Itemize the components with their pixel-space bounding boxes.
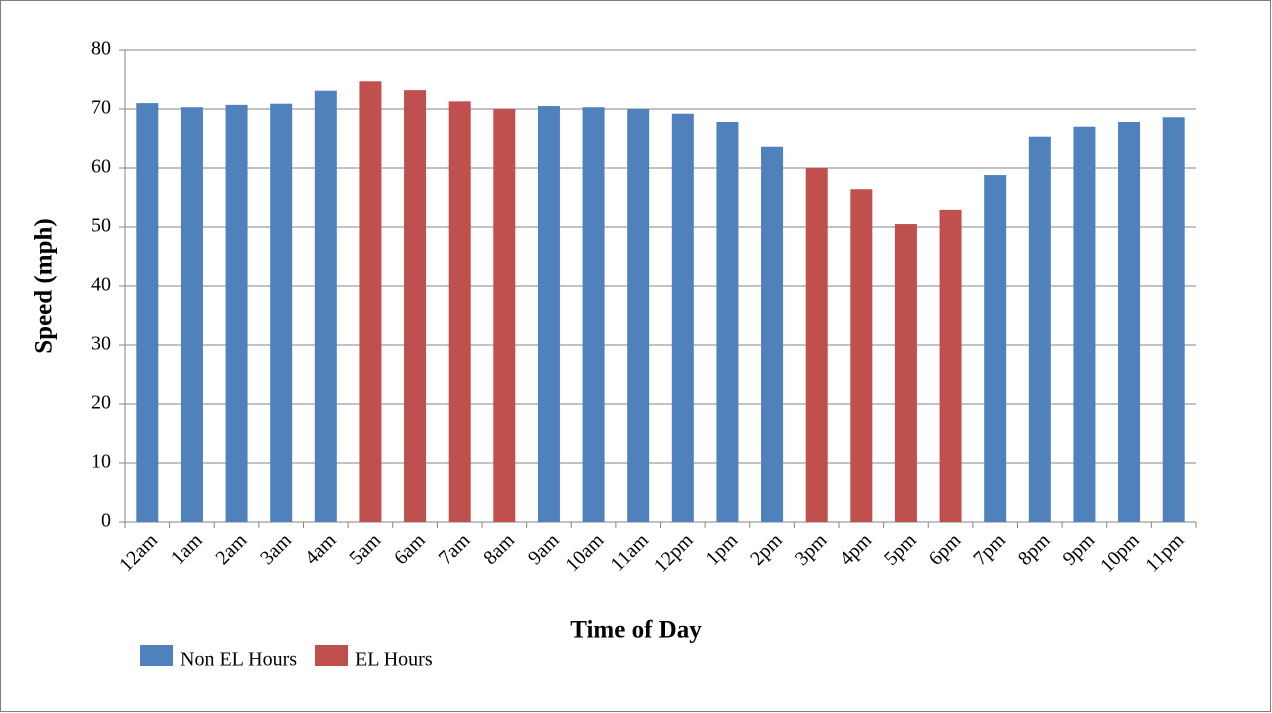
- y-tick-label: 40: [91, 274, 111, 296]
- bar: [225, 104, 248, 523]
- bar: [627, 109, 650, 522]
- bar: [136, 103, 159, 522]
- bar: [314, 90, 337, 523]
- legend-label: EL Hours: [355, 649, 433, 671]
- y-tick-label: 30: [91, 333, 111, 355]
- bar: [1118, 121, 1141, 522]
- y-tick-label: 20: [91, 392, 111, 414]
- y-tick-label: 50: [91, 215, 111, 237]
- bar: [493, 109, 516, 522]
- bar: [894, 224, 917, 523]
- bar: [850, 189, 873, 523]
- bar: [1162, 117, 1185, 522]
- bar: [537, 106, 560, 523]
- x-axis-title: Time of Day: [570, 617, 702, 644]
- y-tick-label: 60: [91, 156, 111, 178]
- bar: [1073, 126, 1096, 522]
- bar: [671, 113, 694, 522]
- bar: [582, 107, 605, 522]
- bar: [939, 209, 962, 522]
- bar: [270, 103, 293, 522]
- bar: [180, 107, 203, 522]
- bar: [984, 175, 1007, 522]
- bar: [761, 146, 784, 522]
- bar: [404, 90, 427, 523]
- bar: [448, 101, 471, 522]
- bar: [359, 81, 382, 523]
- y-tick-label: 80: [91, 38, 111, 60]
- bar: [716, 121, 739, 522]
- legend-label: Non EL Hours: [180, 649, 297, 671]
- bar: [1028, 136, 1051, 523]
- y-tick-label: 10: [91, 451, 111, 473]
- legend-swatch: [140, 645, 173, 666]
- y-axis-title: Speed (mph): [31, 218, 58, 353]
- y-tick-label: 70: [91, 97, 111, 119]
- legend-swatch: [315, 645, 349, 666]
- bar: [805, 168, 828, 522]
- y-tick-label: 0: [101, 510, 111, 532]
